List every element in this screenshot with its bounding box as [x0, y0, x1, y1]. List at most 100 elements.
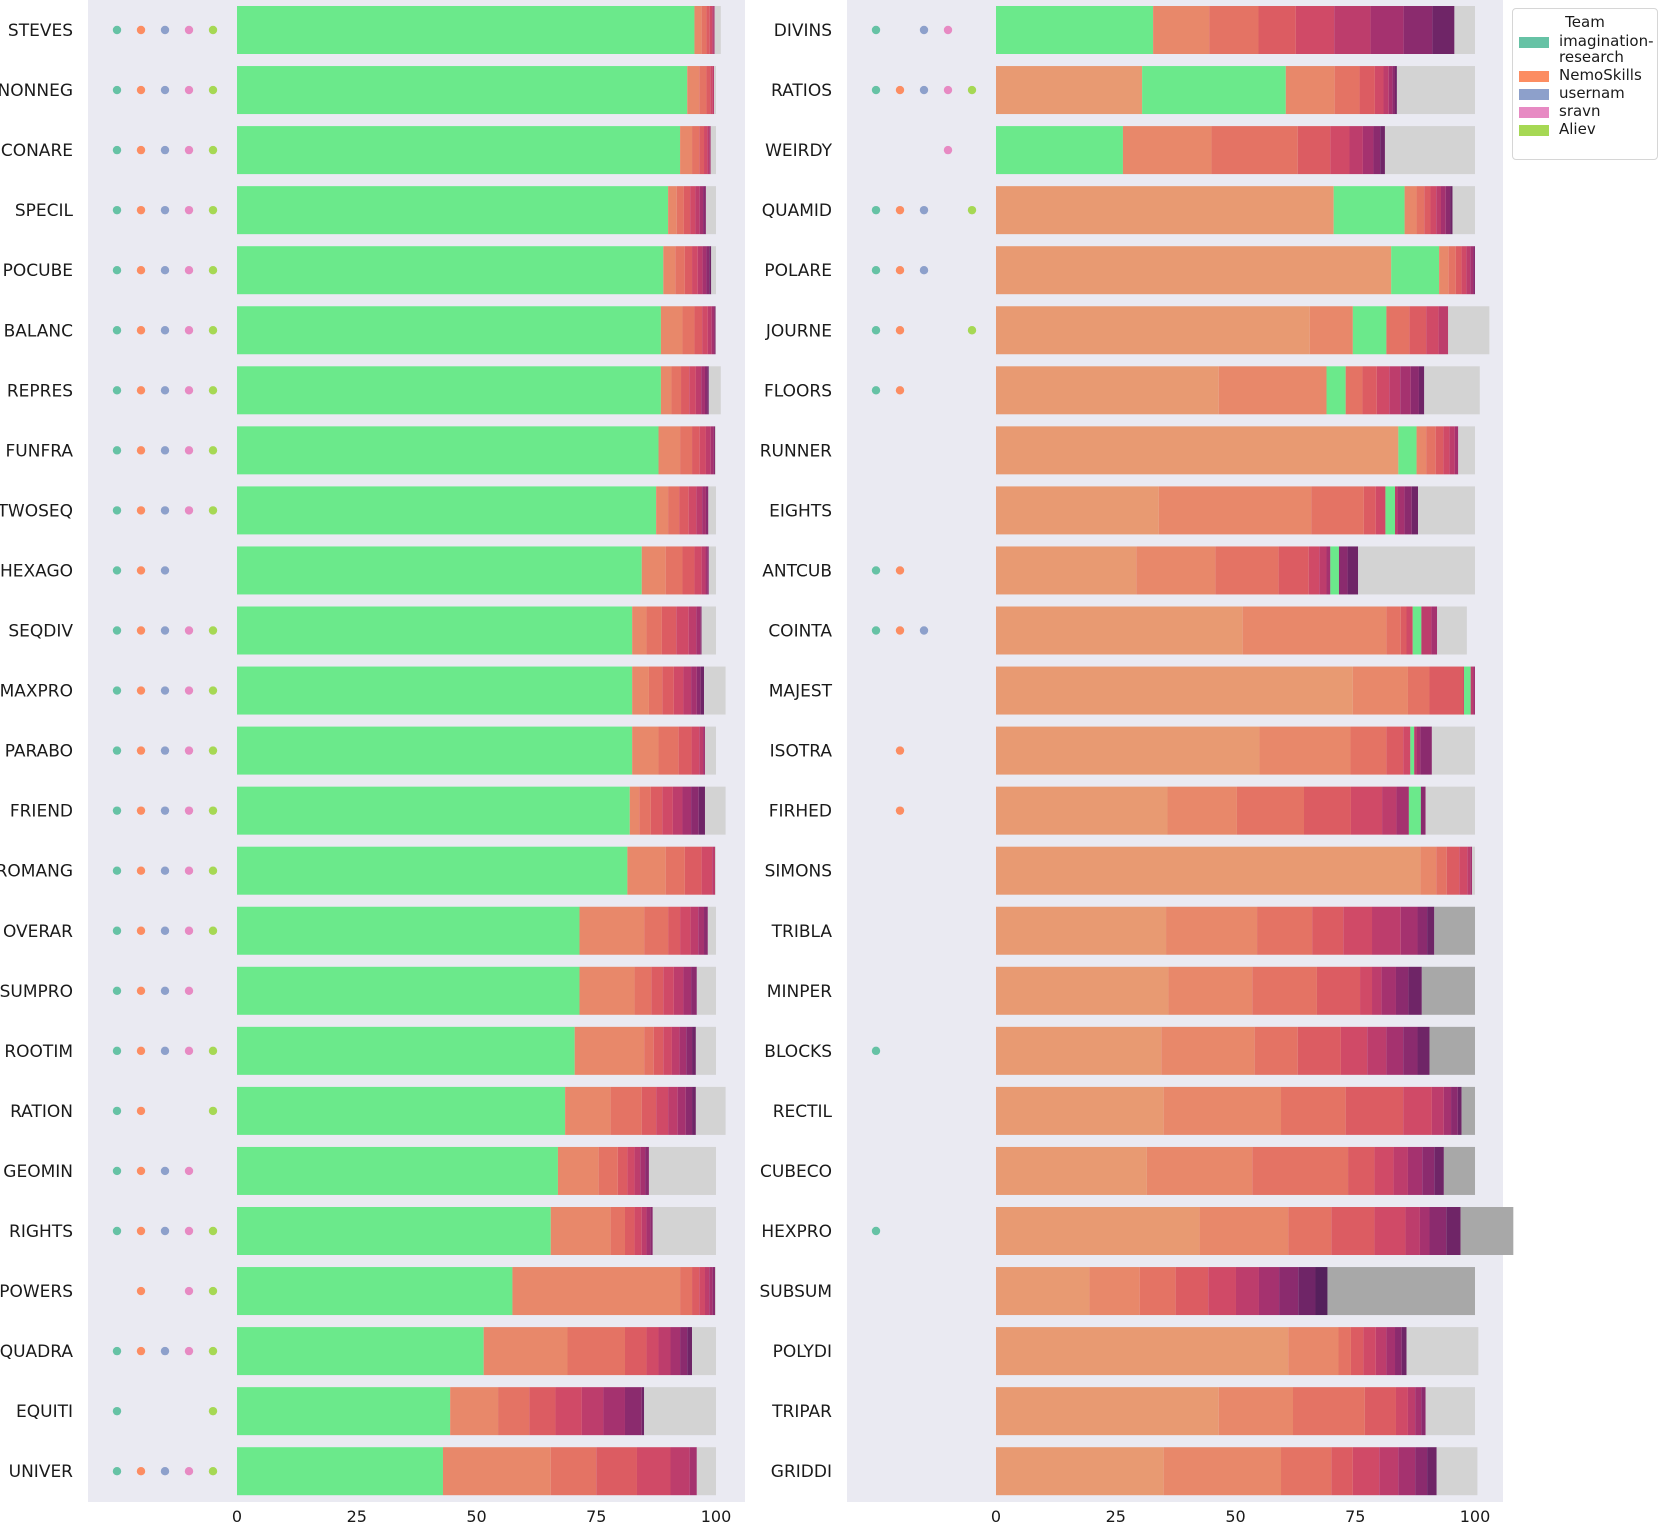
bar-segment	[1416, 426, 1427, 475]
bar-segment	[644, 906, 669, 955]
bar-segment	[641, 546, 666, 595]
bar-segment	[1411, 486, 1418, 535]
bar-segment	[1446, 1207, 1461, 1255]
bar-segment	[1326, 546, 1331, 595]
team-dot	[208, 926, 218, 935]
team-dot	[184, 806, 194, 815]
bar-segment	[1473, 666, 1475, 715]
bar-segment	[1089, 1267, 1140, 1316]
bar-remainder	[1384, 126, 1475, 175]
bar-remainder	[648, 1146, 716, 1195]
bar-row: ROMANG	[0, 846, 716, 895]
team-dot	[136, 986, 146, 995]
bar-segment	[1292, 1387, 1365, 1436]
bar-segment	[1435, 426, 1444, 475]
bar-segment	[706, 66, 711, 115]
bar-segment	[660, 306, 683, 355]
team-dot	[112, 566, 122, 575]
bar-segment	[701, 6, 707, 54]
bar-remainder	[1431, 726, 1475, 775]
bar-segment	[996, 1267, 1090, 1316]
team-dot	[871, 1226, 881, 1236]
bar-segment	[1396, 786, 1409, 835]
bar-segment	[1421, 606, 1432, 655]
team-dot	[184, 386, 194, 395]
bar-segment	[1218, 1387, 1293, 1436]
team-dot	[112, 326, 122, 335]
bar-segment	[237, 66, 688, 115]
legend-swatch	[1519, 89, 1549, 100]
bar-segment	[1370, 6, 1404, 54]
bar-segment	[1161, 1026, 1255, 1075]
bar-row: RATIOS	[771, 66, 1475, 115]
row-label: FUNFRA	[6, 441, 74, 461]
bar-row: GRIDDI	[771, 1447, 1478, 1496]
bar-segment	[617, 1146, 628, 1195]
bar-remainder	[1452, 186, 1475, 235]
bar-remainder	[696, 966, 716, 1015]
bar-segment	[1461, 246, 1467, 295]
legend-label: imagination-research	[1559, 32, 1654, 66]
bar-segment	[682, 546, 695, 595]
bar-row: DIVINS	[774, 6, 1475, 54]
bar-segment	[658, 726, 679, 775]
bar-row: PARABO	[5, 726, 716, 775]
bar-segment	[1436, 846, 1447, 895]
bar-segment	[691, 786, 699, 835]
team-dot	[112, 686, 122, 695]
team-dot	[208, 1106, 218, 1116]
bar-segment	[1439, 246, 1449, 295]
bar-remainder	[705, 186, 716, 235]
bar-segment	[634, 1146, 641, 1195]
bar-segment	[1209, 6, 1259, 54]
bar-row: GEOMIN	[3, 1146, 716, 1195]
bar-segment	[1404, 486, 1412, 535]
bar-segment	[713, 426, 716, 475]
row-label: POLARE	[764, 261, 832, 281]
team-dot	[160, 1046, 170, 1056]
bar-segment	[1388, 66, 1393, 115]
bar-segment	[662, 666, 674, 715]
bar-segment	[707, 306, 712, 355]
bar-row: ISOTRA	[770, 726, 1475, 775]
bar-remainder	[714, 66, 716, 115]
bar-segment	[996, 66, 1143, 115]
bar-row: ANTCUB	[762, 546, 1475, 595]
bar-segment	[679, 1026, 687, 1075]
bar-segment	[699, 186, 704, 235]
bar-segment	[1463, 666, 1471, 715]
bar-remainder	[1425, 786, 1475, 835]
bar-segment	[650, 1207, 653, 1255]
bar-segment	[1426, 426, 1436, 475]
bar-segment	[697, 246, 703, 295]
team-dot	[208, 506, 218, 515]
team-dot	[160, 866, 170, 875]
bar-segment	[1404, 186, 1417, 235]
team-dot	[136, 506, 146, 515]
bar-segment	[1450, 186, 1453, 235]
team-dot	[184, 866, 194, 875]
bar-segment	[1438, 306, 1449, 355]
bar-segment	[677, 1086, 686, 1135]
team-dot	[967, 326, 977, 335]
bar-segment	[683, 186, 691, 235]
bar-segment	[1347, 546, 1359, 595]
bar-segment	[996, 426, 1399, 475]
bar-segment	[692, 1086, 696, 1135]
team-dot	[112, 866, 122, 875]
bar-segment	[237, 1207, 551, 1255]
team-dot	[112, 85, 122, 95]
bar-segment	[683, 666, 692, 715]
bar-segment	[1430, 186, 1437, 235]
bar-remainder	[692, 1327, 716, 1376]
legend-swatch	[1519, 71, 1549, 82]
bar-segment	[557, 1146, 599, 1195]
bar-segment	[648, 666, 663, 715]
team-dot	[895, 205, 905, 215]
bar-row: CONARE	[1, 126, 716, 175]
bar-segment	[1414, 726, 1417, 775]
bar-segment	[1350, 786, 1383, 835]
team-dot	[871, 25, 881, 35]
row-label: JOURNE	[765, 321, 832, 341]
bar-segment	[1392, 66, 1396, 115]
